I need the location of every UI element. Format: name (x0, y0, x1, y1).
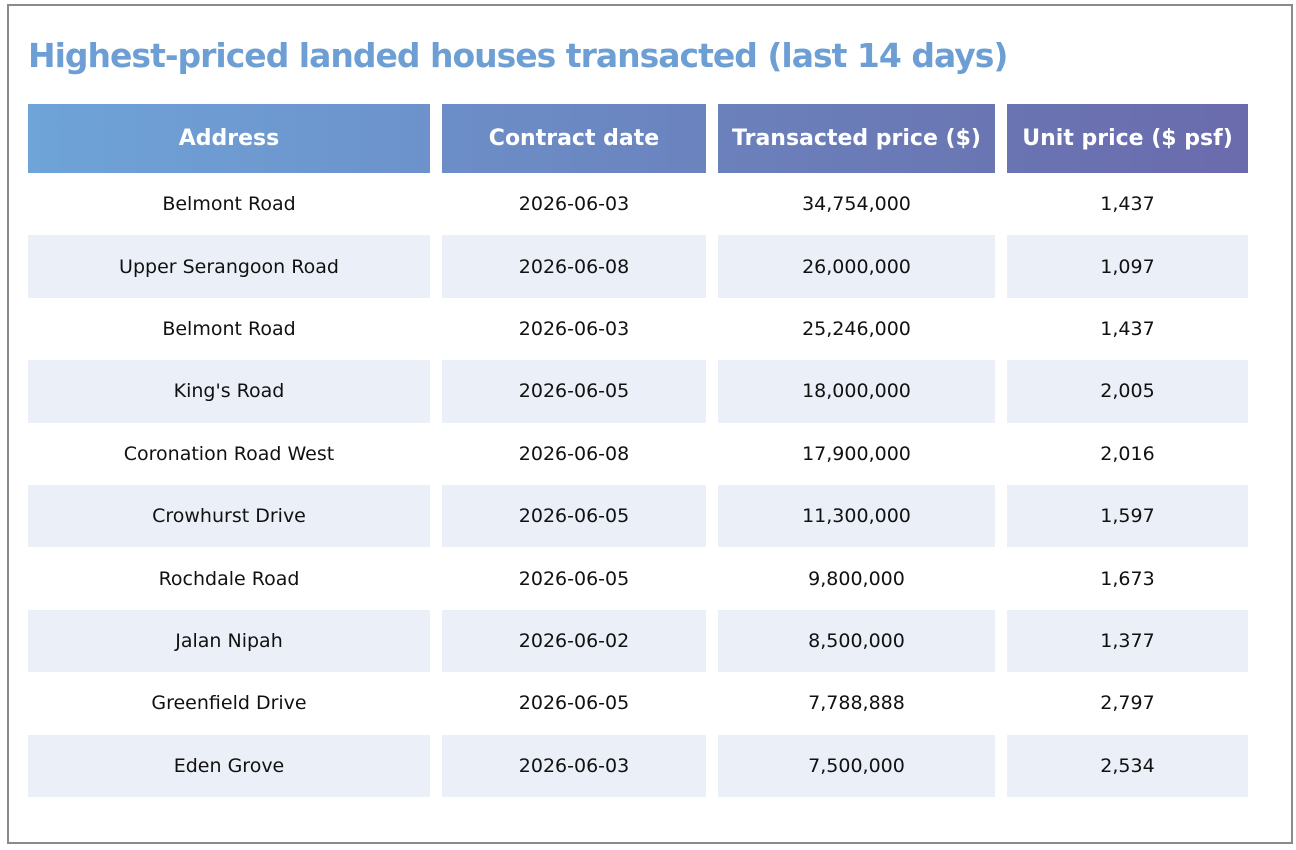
table-cell: 7,788,888 (808, 692, 905, 715)
table-cell: 2,534 (1007, 734, 1248, 797)
table-cell: Eden Grove (28, 734, 430, 797)
table-cell: 2026-06-05 (518, 692, 630, 715)
table-cell: 7,500,000 (718, 734, 995, 797)
table-cell: 26,000,000 (718, 235, 995, 298)
table-cell: 17,900,000 (802, 442, 911, 465)
table-cell: 2026-06-05 (442, 484, 706, 548)
table-cell: 1,673 (1100, 567, 1155, 590)
table-cell: 2,005 (1007, 360, 1248, 423)
table-cell: 34,754,000 (802, 193, 911, 216)
table-cell: 9,800,000 (808, 567, 905, 590)
table-cell: 2026-06-02 (442, 609, 706, 673)
table-cell: Crowhurst Drive (28, 484, 430, 548)
table-cell: Upper Serangoon Road (28, 235, 430, 298)
table-cell: 1,437 (1100, 193, 1155, 216)
table-cell: Greenfield Drive (151, 692, 307, 715)
table-cell: 8,500,000 (718, 609, 995, 673)
table-cell: 25,246,000 (802, 317, 911, 340)
table-cell: 2026-06-03 (518, 317, 630, 340)
table-cell: 1,097 (1007, 235, 1248, 298)
table-cell: 2,016 (1100, 442, 1155, 465)
table: Address Contract date Transacted price ($)… (28, 104, 1248, 797)
column-header: Address (28, 104, 430, 173)
table-cell: King's Road (28, 360, 430, 423)
table-cell: 2026-06-08 (442, 235, 706, 298)
frame (7, 4, 1293, 844)
table-cell: 18,000,000 (718, 360, 995, 423)
table-cell: 1,377 (1007, 609, 1248, 673)
column-header: Transacted price ($) (718, 104, 995, 173)
table-cell: 2026-06-05 (442, 360, 706, 423)
table-cell: Coronation Road West (123, 442, 335, 465)
table-cell: 1,597 (1007, 484, 1248, 548)
table-cell: 2026-06-03 (442, 734, 706, 797)
column-header: Unit price ($ psf) (1007, 104, 1248, 173)
table-cell: 2,797 (1100, 692, 1155, 715)
table-cell: Jalan Nipah (28, 609, 430, 673)
table-cell: 2026-06-08 (518, 442, 630, 465)
table-title: Highest-priced landed houses transacted … (28, 36, 1008, 75)
table-cell: 11,300,000 (718, 484, 995, 548)
table-cell: Belmont Road (162, 193, 296, 216)
table-cell: Rochdale Road (158, 567, 300, 590)
column-header: Contract date (442, 104, 706, 173)
table-cell: 1,437 (1100, 317, 1155, 340)
table-cell: Belmont Road (162, 317, 296, 340)
table-cell: 2026-06-03 (518, 193, 630, 216)
table-cell: 2026-06-05 (518, 567, 630, 590)
